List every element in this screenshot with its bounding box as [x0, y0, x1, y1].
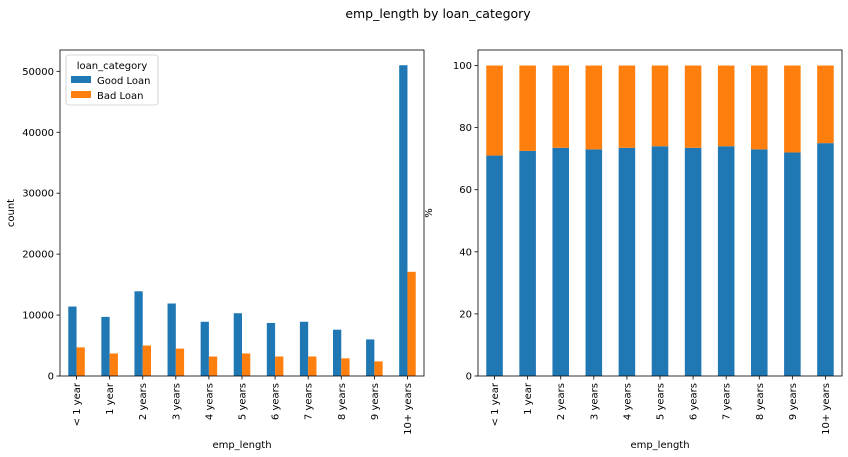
bar-bad-6: [275, 356, 284, 376]
bar-bad-10: [407, 271, 416, 376]
bar-bad-6: [684, 65, 702, 148]
x-tick-label-2: 2 years: [138, 383, 149, 420]
x-tick-label-10: 10+ years: [821, 383, 832, 435]
figure-title: emp_length by loan_category: [345, 6, 531, 21]
x-tick-label-6: 6 years: [689, 383, 700, 420]
legend-swatch-good: [71, 76, 91, 83]
x-tick-label-9: 9 years: [788, 383, 799, 420]
y-tick-label-3: 60: [459, 185, 472, 196]
x-tick-label-3: 3 years: [589, 383, 600, 420]
bar-good-3: [167, 303, 176, 376]
y-axis-label: %: [424, 208, 435, 218]
bar-good-7: [717, 146, 735, 376]
x-tick-label-1: 1 year: [105, 382, 116, 415]
x-axis-label: emp_length: [212, 440, 271, 451]
legend-swatch-bad: [71, 91, 91, 98]
y-tick-label-0: 0: [48, 372, 54, 383]
y-tick-label-0: 0: [466, 372, 472, 383]
bar-bad-5: [242, 353, 251, 376]
x-tick-label-8: 8 years: [337, 383, 348, 420]
bar-good-0: [68, 306, 77, 376]
legend-label-good: Good Loan: [97, 76, 151, 87]
bar-bad-5: [651, 65, 669, 147]
x-axis-label: emp_length: [630, 440, 689, 451]
bar-good-4: [200, 321, 209, 376]
bar-bad-4: [208, 356, 218, 376]
bar-bad-7: [308, 356, 317, 376]
bar-good-6: [684, 147, 702, 376]
x-tick-label-7: 7 years: [722, 383, 733, 420]
bar-bad-9: [784, 65, 801, 153]
y-tick-label-5: 50000: [22, 67, 54, 78]
percent-stacked-bar-chart: 0 20 40 60 80 100 < 1 year 1 year 2 years 3 years…: [424, 49, 843, 451]
x-tick-label-10: 10+ years: [403, 383, 414, 435]
bar-bad-10: [817, 65, 834, 144]
bar-good-7: [299, 321, 309, 376]
y-tick-label-5: 100: [453, 61, 472, 72]
bar-bad-1: [519, 65, 536, 151]
bar-good-0: [486, 155, 503, 376]
legend-title: loan_category: [77, 61, 148, 72]
x-tick-label-7: 7 years: [304, 383, 315, 420]
bar-good-9: [366, 339, 375, 376]
y-tick-label-4: 40000: [22, 128, 54, 139]
x-tick-label-2: 2 years: [556, 383, 567, 420]
y-tick-label-4: 80: [459, 123, 472, 134]
y-tick-label-2: 20000: [22, 250, 54, 261]
x-tick-label-5: 5 years: [238, 383, 249, 420]
count-bar-chart: 0 10000 20000 30000 40000 50000 < 1 year 1 year…: [6, 49, 425, 451]
x-tick-label-8: 8 years: [755, 383, 766, 420]
x-tick-label-3: 3 years: [171, 383, 182, 420]
bar-good-2: [552, 147, 569, 376]
bar-bad-2: [552, 65, 569, 148]
y-tick-label-2: 40: [459, 247, 472, 258]
bar-bad-4: [618, 65, 636, 148]
bar-good-1: [519, 150, 536, 376]
bar-good-10: [817, 143, 834, 376]
y-tick-label-1: 10000: [22, 311, 54, 322]
bar-good-1: [101, 316, 110, 376]
bar-good-8: [333, 329, 342, 376]
y-tick-label-1: 20: [459, 309, 472, 320]
bar-good-5: [233, 313, 242, 376]
x-tick-label-9: 9 years: [370, 383, 381, 420]
x-tick-label-0: < 1 year: [490, 382, 501, 426]
bar-bad-9: [374, 361, 383, 376]
bar-bad-8: [751, 65, 768, 150]
bar-bad-1: [109, 353, 118, 376]
x-tick-label-1: 1 year: [523, 382, 534, 415]
y-tick-label-3: 30000: [22, 189, 54, 200]
x-tick-label-5: 5 years: [656, 383, 667, 420]
bar-good-5: [651, 146, 669, 376]
bar-bad-8: [341, 358, 350, 376]
legend-label-bad: Bad Loan: [97, 91, 144, 102]
y-axis-label: count: [6, 199, 17, 227]
bar-good-3: [585, 149, 603, 376]
bar-bad-3: [585, 65, 603, 150]
bar-good-4: [618, 147, 636, 376]
x-tick-label-4: 4 years: [622, 383, 633, 420]
bar-good-9: [784, 152, 801, 376]
bar-bad-7: [717, 65, 735, 147]
bar-good-8: [751, 149, 768, 376]
bar-good-10: [399, 65, 408, 376]
x-tick-label-0: < 1 year: [72, 382, 83, 426]
bar-bad-3: [175, 348, 185, 376]
bar-good-6: [266, 322, 276, 376]
bar-bad-0: [76, 347, 85, 376]
x-tick-label-6: 6 years: [271, 383, 282, 420]
bar-bad-2: [142, 345, 151, 376]
x-tick-label-4: 4 years: [204, 383, 215, 420]
bar-good-2: [134, 291, 143, 376]
bar-bad-0: [486, 65, 503, 156]
